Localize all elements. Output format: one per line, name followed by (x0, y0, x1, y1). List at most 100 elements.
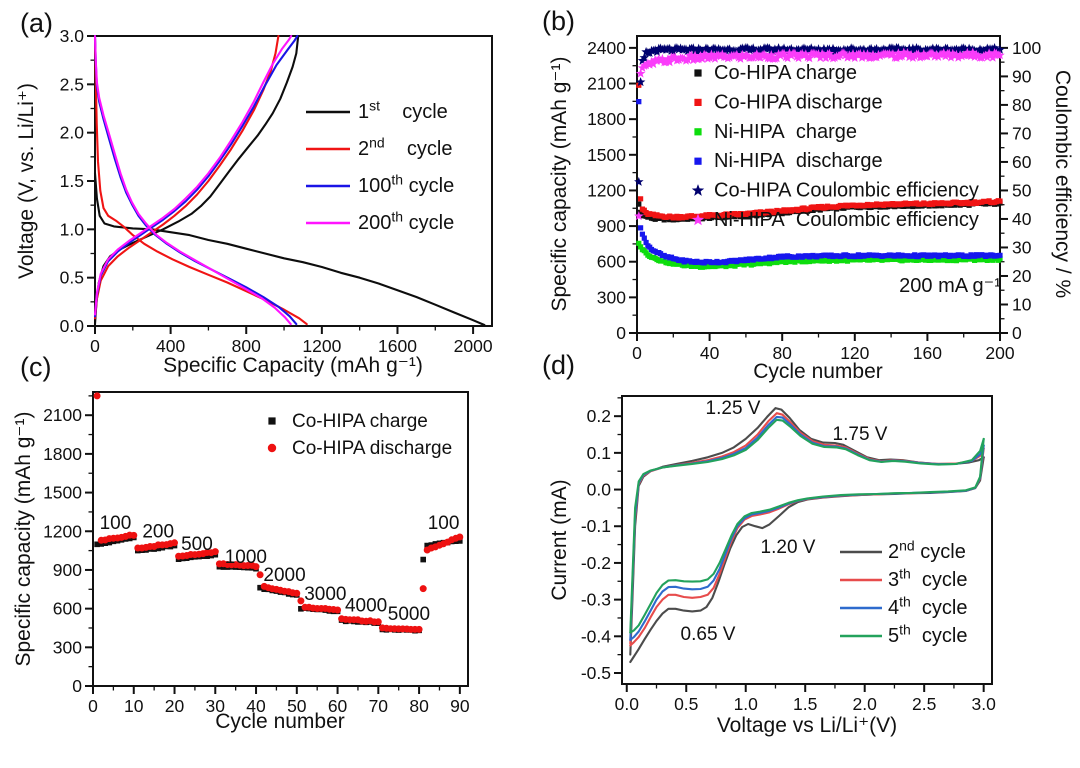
y2-axis-title: Coulombic efficiency / % (1051, 70, 1074, 298)
y-tick-label: 0 (72, 676, 82, 696)
y2-axis: 0 10 20 30 40 50 60 70 80 90 100 (1000, 38, 1041, 343)
y2-tick-label: 70 (1012, 123, 1032, 143)
y2-tick-label: 90 (1012, 66, 1032, 86)
y2-tick-label: 80 (1012, 95, 1032, 115)
series-cv-cycle-5-part (629, 418, 985, 634)
legend-entry: Co-HIPA Coulombic efficiency (691, 180, 979, 202)
y-tick-label: 2.5 (60, 74, 84, 94)
annotation: 1.25 V (706, 398, 761, 419)
x-axis-title: Specific Capacity (mAh g⁻¹) (163, 354, 423, 377)
y-tick-label: 2.0 (60, 123, 85, 143)
y2-tick-label: 20 (1012, 266, 1032, 286)
y-tick-label: 0.0 (60, 316, 85, 336)
legend-label-part: 100 (358, 175, 391, 197)
y-tick-label: -0.1 (581, 516, 611, 536)
legend-label-part: 2 (358, 138, 369, 160)
legend-label: 1st cycle (358, 97, 448, 123)
annotation: 200 mA g⁻¹ (899, 275, 1001, 297)
x-axis-title: Voltage vs Li/Li⁺(V) (717, 714, 897, 737)
y-tick-label: 1200 (43, 521, 82, 541)
y-tick-label: 300 (597, 287, 626, 307)
x-tick-label: 70 (369, 696, 389, 716)
x-axis: 0 10 20 30 40 50 60 70 80 90 (88, 686, 470, 716)
legend-label-part: cycle (385, 138, 453, 160)
legend-label-part: th (899, 565, 911, 581)
annotation: 1.75 V (833, 424, 888, 445)
panel-a-label: (a) (20, 8, 53, 38)
legend-label-part: 200 (358, 212, 391, 234)
y-tick-label: 1500 (587, 145, 626, 165)
annotation: 1.20 V (761, 537, 816, 558)
series-ni-hipa-charge-part (636, 240, 1003, 270)
legend-label-part: nd (369, 134, 385, 150)
legend-label-part: 3 (888, 569, 899, 591)
legend-label: 5th cycle (888, 621, 968, 647)
y-tick-label: 3.0 (60, 26, 85, 46)
x-tick-label: 1.5 (793, 694, 817, 714)
y2-tick-label: 10 (1012, 294, 1032, 314)
x-tick-label: 2.0 (853, 694, 878, 714)
x-tick-label: 200 (985, 343, 1014, 363)
y-tick-label: -0.4 (581, 626, 611, 646)
x-tick-label: 60 (328, 696, 348, 716)
series-cycle-200-part (93, 34, 292, 326)
panel-b-label: (b) (542, 6, 575, 36)
y-tick-label: 0 (616, 323, 626, 343)
annotation: 0.65 V (681, 624, 736, 645)
rate-label: 5000 (388, 604, 430, 625)
legend-entry-part (268, 417, 276, 425)
legend-entry-part (694, 69, 702, 77)
x-tick-label: 40 (700, 343, 720, 363)
rate-label: 200 (142, 521, 174, 542)
x-tick-label: 120 (840, 343, 869, 363)
rate-label: 1000 (225, 547, 267, 568)
y-tick-label: 300 (53, 637, 82, 657)
series-cycle-100-part (93, 34, 299, 318)
x-axis-title: Cycle number (215, 710, 345, 733)
x-axis: 0.0 0.5 1.0 1.5 2.0 2.5 3.0 (615, 684, 996, 714)
y-tick-label: 1500 (43, 483, 82, 503)
legend-label-part: cycle (911, 625, 968, 647)
y2-tick-label: 0 (1012, 323, 1022, 343)
legend-entry: 5th cycle (840, 621, 968, 647)
legend-entry: 200th cycle (306, 208, 454, 234)
legend-label-part: 5 (888, 625, 899, 647)
legend-label: 200th cycle (358, 208, 454, 234)
legend-label: Co-HIPA Coulombic efficiency (714, 180, 979, 202)
y-tick-label: 900 (53, 560, 82, 580)
x-tick-label: 0.5 (674, 694, 698, 714)
legend-label-part: th (899, 593, 911, 609)
legend-label: 100th cycle (358, 171, 454, 197)
legend-entry-part (694, 98, 702, 106)
x-tick-label: 30 (206, 696, 226, 716)
panel-d-label: (d) (542, 350, 575, 380)
y2-tick-label: 30 (1012, 237, 1032, 257)
legend-entry-part (694, 128, 702, 136)
legend-entry: Ni-HIPA discharge (694, 150, 883, 172)
axes: 0 400 800 1200 1600 20000.00.51.01.52.02.53.0… (15, 26, 493, 377)
x-axis: 0 40 80 120 160 200 (632, 333, 1015, 363)
legend-label-part: 1 (358, 101, 369, 123)
y-tick-label: -0.3 (581, 590, 611, 610)
series-ni-hipa-coulombic-efficiency (634, 47, 1005, 221)
series-cycle-1-part (93, 172, 486, 327)
x-tick-label: 80 (772, 343, 792, 363)
annotations: 200 mA g⁻¹ (899, 275, 1001, 297)
legend-label: 3th cycle (888, 565, 968, 591)
y-tick-label: -0.5 (581, 663, 611, 683)
legend-label: Ni-HIPA discharge (714, 150, 883, 172)
rate-label: 4000 (345, 595, 387, 616)
series-cv-cycle-5-part (629, 437, 985, 634)
x-tick-label: 1200 (302, 336, 341, 356)
legend-entry: Co-HIPA charge (694, 62, 857, 84)
y-tick-label: 0.5 (60, 268, 84, 288)
y-axis-title: Current (mA) (548, 479, 571, 600)
y-axis: 0.0 0.5 1.0 1.5 2.0 2.5 3.0 (60, 26, 95, 336)
legend-entry: 4th cycle (840, 593, 968, 619)
legend-label-part: cycle (380, 101, 448, 123)
legend-label: 2nd cycle (888, 537, 966, 563)
x-tick-label: 90 (450, 696, 470, 716)
x-tick-label: 2.5 (912, 694, 936, 714)
panel-c-label: (c) (20, 352, 52, 382)
